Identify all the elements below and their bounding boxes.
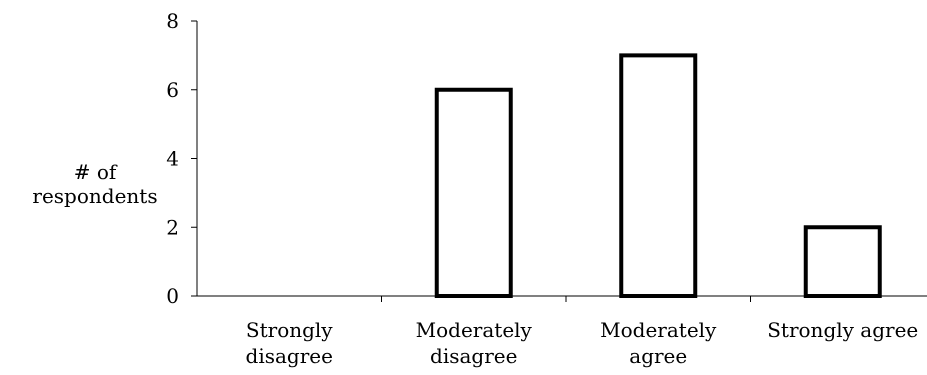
y-axis-label: # of respondents xyxy=(32,160,158,208)
y-tick-label: 6 xyxy=(166,78,179,102)
y-tick-label: 8 xyxy=(166,9,179,33)
x-tick-label: Moderately xyxy=(600,318,717,342)
x-tick-label: disagree xyxy=(430,344,517,368)
y-tick-label: 0 xyxy=(166,284,179,308)
y-tick-label: 4 xyxy=(166,147,179,171)
x-tick-label: Strongly xyxy=(246,318,333,342)
y-tick-label: 2 xyxy=(166,215,179,239)
x-tick-label: disagree xyxy=(246,344,333,368)
bar xyxy=(619,53,698,298)
x-tick-label: Strongly agree xyxy=(767,318,918,342)
bar xyxy=(803,225,882,298)
x-tick-label: agree xyxy=(629,344,687,368)
bar xyxy=(434,87,513,298)
x-tick-label: Moderately xyxy=(416,318,533,342)
